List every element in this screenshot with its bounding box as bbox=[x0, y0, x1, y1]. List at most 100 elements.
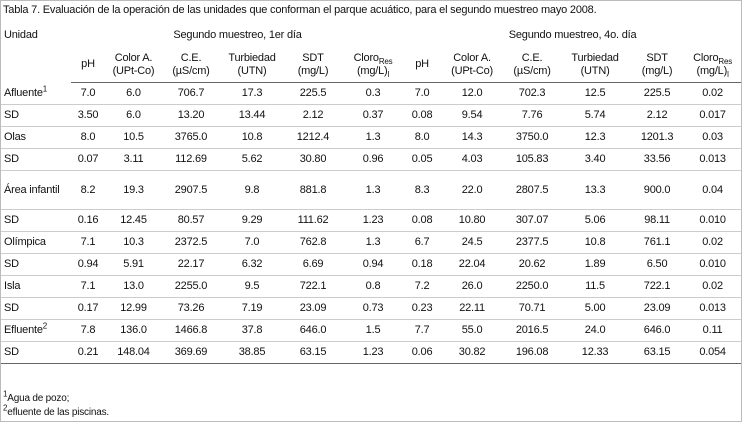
value: 307.07 bbox=[515, 214, 549, 226]
value: 5.06 bbox=[584, 214, 606, 226]
value-cell: 0.16 bbox=[71, 209, 105, 232]
value-cell: 2255.0 bbox=[162, 275, 220, 298]
row-label-text: Olas bbox=[4, 131, 26, 143]
group-header: Segundo muestreo, 4o. día bbox=[404, 23, 741, 47]
footnotes: 1Agua de pozo; 2efluente de las piscinas. bbox=[3, 390, 109, 420]
value: 10.8 bbox=[584, 236, 606, 248]
value-cell: 12.0 bbox=[440, 82, 505, 105]
column-name: Color A. bbox=[453, 51, 491, 64]
value-cell: 1212.4 bbox=[284, 126, 342, 149]
value: 10.8 bbox=[241, 131, 263, 143]
value: 8.3 bbox=[414, 183, 430, 196]
value-cell: 23.09 bbox=[284, 297, 342, 320]
value: 73.26 bbox=[177, 302, 205, 314]
value-cell: 2372.5 bbox=[162, 231, 220, 254]
value-cell: 13.44 bbox=[220, 104, 284, 127]
value-cell: 2907.5 bbox=[162, 170, 220, 210]
value: 12.3 bbox=[584, 131, 606, 143]
value: 55.0 bbox=[461, 324, 483, 336]
column-name: C.E. bbox=[521, 51, 543, 64]
column-unit: (µS/cm) bbox=[513, 64, 551, 77]
value: 3765.0 bbox=[174, 131, 208, 143]
value: 0.94 bbox=[362, 258, 384, 270]
value: 13.3 bbox=[584, 183, 606, 196]
header-cell: Unidad bbox=[1, 23, 71, 83]
value: 0.03 bbox=[702, 131, 723, 143]
header-row: pH Color A. (UPt-Co) C.E. (µS/cm) Turbiedad (U… bbox=[1, 47, 742, 83]
table-row: SD 0.07 3.11 112.69 5.62 30.80 0.96 0.05 4.03 105… bbox=[1, 148, 742, 171]
value: 0.21 bbox=[77, 346, 99, 358]
column-unit: (mg/L) bbox=[641, 64, 673, 77]
value-cell: 9.54 bbox=[440, 104, 505, 127]
value: 7.76 bbox=[521, 109, 543, 121]
value-cell: 3765.0 bbox=[162, 126, 220, 149]
value: 646.0 bbox=[299, 324, 327, 336]
value-cell: 0.73 bbox=[342, 297, 405, 320]
value: 6.69 bbox=[302, 258, 324, 270]
column-unit: (mg/L) bbox=[297, 64, 329, 77]
row-label-text: SD bbox=[4, 302, 19, 314]
value: 196.08 bbox=[515, 346, 549, 358]
value: 0.04 bbox=[702, 183, 723, 196]
value-cell: 7.0 bbox=[404, 82, 441, 105]
table-row: SD 0.94 5.91 22.17 6.32 6.69 0.94 0.18 22.04 20.6… bbox=[1, 253, 742, 276]
value: 105.83 bbox=[515, 153, 549, 165]
value: 22.04 bbox=[458, 258, 486, 270]
value-cell: 0.17 bbox=[71, 297, 105, 320]
value-cell: 10.8 bbox=[560, 231, 631, 254]
value: 26.0 bbox=[461, 280, 483, 292]
value: 0.08 bbox=[411, 109, 433, 121]
value-cell: 0.010 bbox=[684, 253, 742, 276]
footnote-mark: 2 bbox=[42, 321, 48, 331]
value: 0.013 bbox=[699, 302, 726, 314]
value: 6.0 bbox=[126, 87, 141, 99]
value-cell: 369.69 bbox=[162, 341, 220, 364]
value: 0.8 bbox=[365, 280, 381, 292]
value: 2.12 bbox=[646, 109, 668, 121]
row-label: Afluente1 bbox=[1, 82, 71, 105]
column-unit: (UTN) bbox=[580, 64, 610, 77]
value: 30.82 bbox=[458, 346, 486, 358]
value-cell: 8.0 bbox=[404, 126, 441, 149]
value: 23.09 bbox=[643, 302, 671, 314]
value-cell: 24.0 bbox=[560, 319, 631, 342]
value: 20.62 bbox=[518, 258, 546, 270]
value-cell: 3.50 bbox=[71, 104, 105, 127]
value: 12.5 bbox=[584, 87, 606, 99]
value-cell: 2016.5 bbox=[504, 319, 561, 342]
table-row: SD 3.50 6.0 13.20 13.44 2.12 0.37 0.08 9.54 7.76 5… bbox=[1, 104, 742, 127]
value-cell: 196.08 bbox=[504, 341, 561, 364]
table-row: Efluente2 7.8 136.0 1466.8 37.8 646.0 1.5 7.7 55… bbox=[1, 319, 742, 342]
value: 0.18 bbox=[411, 258, 433, 270]
footnote-text: efluente de las piscinas. bbox=[7, 407, 109, 418]
value-cell: 12.5 bbox=[560, 82, 631, 105]
value: 19.3 bbox=[123, 183, 144, 196]
value: 7.0 bbox=[414, 87, 430, 99]
column-subscript: Res bbox=[718, 56, 733, 66]
value: 0.02 bbox=[702, 280, 723, 292]
value-cell: 14.3 bbox=[440, 126, 505, 149]
value: 7.1 bbox=[80, 280, 96, 292]
row-label: SD bbox=[1, 148, 71, 171]
value: 646.0 bbox=[643, 324, 671, 336]
column-header: SDT (mg/L) bbox=[284, 47, 342, 83]
value-cell: 22.04 bbox=[440, 253, 505, 276]
footnote: 2efluente de las piscinas. bbox=[3, 404, 109, 420]
value: 0.02 bbox=[702, 236, 723, 248]
value-cell: 2807.5 bbox=[504, 170, 561, 210]
value-cell: 10.5 bbox=[105, 126, 162, 149]
value: 0.17 bbox=[77, 302, 99, 314]
value-cell: 2.12 bbox=[630, 104, 685, 127]
value: 7.19 bbox=[241, 302, 263, 314]
value: 5.00 bbox=[584, 302, 606, 314]
value: 0.013 bbox=[699, 153, 726, 165]
column-header: Color A. (UPt-Co) bbox=[440, 47, 505, 83]
value: 37.8 bbox=[241, 324, 263, 336]
value-cell: 10.80 bbox=[440, 209, 505, 232]
row-label: Efluente2 bbox=[1, 319, 71, 342]
value: 225.5 bbox=[299, 87, 327, 99]
column-header: C.E. (µS/cm) bbox=[504, 47, 561, 83]
value: 8.2 bbox=[80, 183, 96, 196]
column-header: pH bbox=[404, 47, 441, 83]
table-row: SD 0.21 148.04 369.69 38.85 63.15 1.23 0.06 30.8… bbox=[1, 341, 742, 364]
